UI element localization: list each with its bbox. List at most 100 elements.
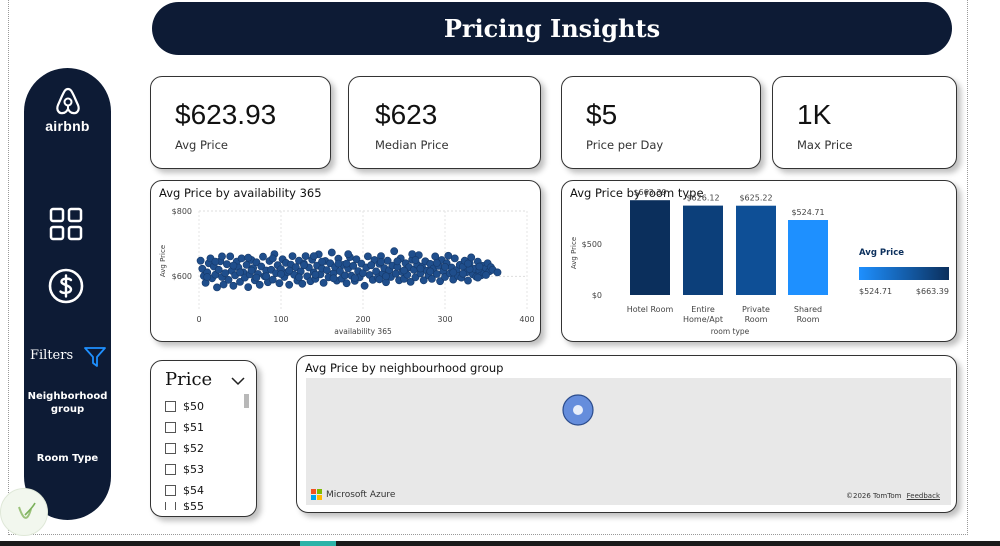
map-bubble[interactable] [558, 390, 598, 430]
scatter-point[interactable] [236, 268, 244, 277]
scatter-point[interactable] [419, 276, 428, 285]
scatter-point[interactable] [196, 256, 205, 265]
scatter-point[interactable] [219, 280, 228, 289]
scatter-point[interactable] [229, 281, 238, 290]
scatter-point[interactable] [375, 275, 384, 284]
price-option[interactable]: $54 [165, 481, 204, 499]
scatter-point[interactable] [363, 252, 372, 261]
scatter-point[interactable] [224, 276, 233, 284]
scatter-point[interactable] [275, 279, 284, 288]
scatter-point[interactable] [277, 270, 285, 278]
scatter-point[interactable] [411, 256, 420, 264]
scatter-point[interactable] [416, 264, 425, 273]
scatter-point[interactable] [408, 250, 417, 258]
scatter-point[interactable] [441, 263, 449, 271]
scatter-point[interactable] [459, 269, 467, 278]
scatter-point[interactable] [393, 257, 402, 266]
scatter-point[interactable] [285, 280, 294, 289]
scatter-point[interactable] [426, 267, 435, 276]
dollar-icon[interactable] [46, 266, 86, 306]
scatter-point[interactable] [334, 259, 343, 268]
price-option[interactable]: $52 [165, 439, 204, 457]
filter-icon[interactable] [84, 346, 106, 372]
scatter-point[interactable] [342, 259, 351, 268]
scatter-point[interactable] [311, 270, 320, 279]
scatter-point[interactable] [213, 283, 221, 292]
scatter-point[interactable] [244, 283, 253, 291]
scatter-point[interactable] [367, 261, 376, 270]
scatter-point[interactable] [473, 273, 482, 282]
scatter-point[interactable] [400, 266, 408, 275]
scatter-point[interactable] [218, 252, 226, 261]
bar[interactable] [788, 220, 828, 295]
scatter-point[interactable] [252, 258, 261, 267]
scatter-point[interactable] [259, 252, 267, 261]
map-feedback-link[interactable]: Feedback [906, 492, 940, 500]
scatter-point[interactable] [432, 270, 441, 278]
scatter-point[interactable] [226, 252, 235, 261]
scatter-point[interactable] [318, 257, 326, 266]
scatter-point[interactable] [377, 258, 385, 266]
scatter-point[interactable] [242, 261, 251, 269]
bar[interactable] [683, 205, 723, 295]
scatter-point[interactable] [288, 252, 297, 260]
scatter-point[interactable] [319, 279, 328, 287]
price-option[interactable]: $51 [165, 418, 204, 436]
scatter-point[interactable] [247, 266, 256, 275]
price-option[interactable]: $50 [165, 397, 204, 415]
scatter-point[interactable] [450, 254, 459, 263]
scatter-point[interactable] [341, 271, 349, 280]
scatter-point[interactable] [475, 262, 484, 271]
scatter-point[interactable] [298, 279, 307, 288]
scatter-point[interactable] [350, 274, 359, 282]
scatter-point[interactable] [327, 248, 336, 257]
scatter-point[interactable] [493, 268, 502, 277]
scatter-point[interactable] [390, 247, 399, 256]
scatter-point[interactable] [285, 266, 294, 275]
scatter-point[interactable] [449, 268, 458, 277]
scatter-point[interactable] [336, 267, 344, 275]
scatter-point[interactable] [464, 259, 472, 268]
scatter-point[interactable] [432, 259, 441, 267]
filter-link-neighborhood-group[interactable]: Neighborhood group [27, 391, 108, 415]
scatter-point[interactable] [229, 261, 238, 270]
scatter-point[interactable] [360, 281, 369, 290]
checkbox[interactable] [165, 463, 176, 475]
checkbox[interactable] [165, 442, 176, 454]
chevron-down-icon[interactable] [231, 371, 245, 390]
scatter-point[interactable] [301, 252, 310, 260]
price-option[interactable]: $53 [165, 460, 204, 478]
scatter-point[interactable] [427, 275, 436, 283]
bar[interactable] [630, 200, 670, 295]
scatter-point[interactable] [382, 272, 390, 281]
scatter-point[interactable] [268, 254, 277, 263]
slicer-scrollbar[interactable] [244, 394, 249, 408]
scatter-point[interactable] [237, 254, 246, 263]
scatter-point[interactable] [352, 255, 361, 264]
filter-link-room-type[interactable]: Room Type [36, 453, 99, 464]
scatter-point[interactable] [309, 252, 318, 260]
grid-icon[interactable] [46, 204, 86, 244]
scatter-point[interactable] [223, 260, 231, 269]
scatter-point[interactable] [268, 275, 277, 284]
scatter-point[interactable] [221, 269, 230, 277]
scatter-point[interactable] [436, 277, 444, 286]
scatter-point[interactable] [203, 273, 212, 281]
price-option[interactable]: $55 [165, 502, 204, 510]
scatter-point[interactable] [482, 271, 490, 279]
scatter-point[interactable] [329, 274, 338, 283]
scatter-point[interactable] [214, 265, 223, 274]
checkbox[interactable] [165, 484, 176, 496]
scatter-point[interactable] [322, 266, 331, 274]
scatter-point[interactable] [244, 253, 253, 262]
scatter-point[interactable] [255, 280, 264, 289]
scatter-point[interactable] [444, 251, 453, 260]
scatter-point[interactable] [464, 276, 472, 285]
scatter-point[interactable] [431, 252, 440, 261]
checkbox[interactable] [165, 502, 176, 510]
scatter-point[interactable] [252, 273, 261, 282]
checkbox[interactable] [165, 400, 176, 412]
scatter-point[interactable] [406, 278, 415, 286]
map-area[interactable] [306, 378, 951, 505]
scatter-point[interactable] [344, 250, 353, 258]
